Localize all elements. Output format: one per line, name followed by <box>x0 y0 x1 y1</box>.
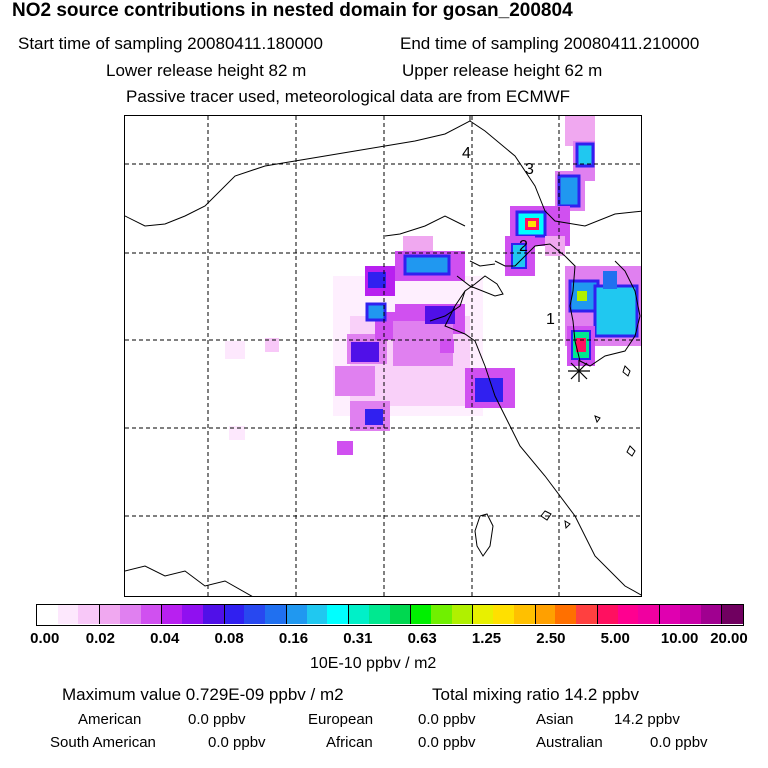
colorbar-swatch <box>348 605 371 624</box>
trajectory-label-2: 2 <box>519 238 528 255</box>
contribution-name: European <box>308 711 374 728</box>
colorbar-swatch <box>265 605 287 624</box>
map-gridlines <box>125 116 641 596</box>
colorbar-swatch <box>617 605 639 624</box>
map-panel: 4 3 2 1 <box>124 115 642 597</box>
colorbar-swatch <box>659 605 682 624</box>
colorbar-swatch <box>472 605 495 624</box>
upper-release-height-label: Upper release height 62 m <box>402 61 603 80</box>
colorbar-swatch <box>306 605 328 624</box>
colorbar-swatch <box>534 605 557 624</box>
total-mixing-ratio: Total mixing ratio 14.2 ppbv <box>432 685 639 704</box>
contribution-name: Asian <box>536 711 574 728</box>
colorbar-tick-label: 0.04 <box>150 630 180 647</box>
colorbar-swatch <box>99 605 122 624</box>
colorbar-swatch <box>202 605 225 624</box>
colorbar-swatch <box>140 605 162 624</box>
map-canvas: 4 3 2 1 <box>125 116 641 596</box>
colorbar-tick-label: 0.31 <box>343 630 373 647</box>
colorbar-swatch <box>37 605 59 624</box>
page-title: NO2 source contributions in nested domai… <box>12 0 573 21</box>
start-time-label: Start time of sampling 20080411.180000 <box>18 34 323 53</box>
contribution-name: Australian <box>536 734 603 751</box>
tracer-note: Passive tracer used, meteorological data… <box>126 87 571 106</box>
colorbar-swatch <box>119 605 142 624</box>
colorbar-swatch <box>285 605 309 624</box>
colorbar-swatch <box>700 605 722 624</box>
colorbar-swatch <box>451 605 473 624</box>
colorbar-units: 10E-10 ppbv / m2 <box>310 655 437 672</box>
colorbar-swatch <box>430 605 453 624</box>
colorbar-swatch <box>78 605 100 624</box>
colorbar-swatch <box>555 605 577 624</box>
colorbar-tick-label: 0.08 <box>214 630 244 647</box>
colorbar-swatch <box>389 605 411 624</box>
contribution-value: 0.0 ppbv <box>418 711 476 728</box>
maximum-value: Maximum value 0.729E-09 ppbv / m2 <box>62 685 344 704</box>
colorbar-tick-label: 0.02 <box>85 630 115 647</box>
colorbar-swatch <box>327 605 349 624</box>
colorbar-swatch <box>223 605 246 624</box>
receptor-star-icon <box>568 360 590 382</box>
end-time-label: End time of sampling 20080411.210000 <box>400 34 700 53</box>
contribution-value: 0.0 ppbv <box>188 711 246 728</box>
contribution-value: 14.2 ppbv <box>614 711 680 728</box>
colorbar-tick-label: 0.00 <box>30 630 60 647</box>
colorbar-tick-label: 0.63 <box>407 630 437 647</box>
colorbar-swatch <box>410 605 433 624</box>
colorbar <box>36 604 744 626</box>
colorbar-swatch <box>679 605 702 624</box>
trajectory-label-1: 1 <box>546 311 555 328</box>
colorbar-swatch <box>513 605 536 624</box>
colorbar-swatch <box>161 605 184 624</box>
colorbar-swatch <box>721 605 744 624</box>
contribution-value: 0.0 ppbv <box>208 734 266 751</box>
contribution-value: 0.0 ppbv <box>418 734 476 751</box>
colorbar-swatch <box>596 605 620 624</box>
colorbar-swatch <box>576 605 598 624</box>
colorbar-swatch <box>57 605 79 624</box>
colorbar-tick-label: 5.00 <box>600 630 630 647</box>
lower-release-height-label: Lower release height 82 m <box>106 61 307 80</box>
colorbar-tick-label: 10.00 <box>660 630 699 647</box>
colorbar-swatch <box>493 605 515 624</box>
colorbar-swatch <box>244 605 266 624</box>
trajectory-label-3: 3 <box>525 161 534 178</box>
colorbar-swatch <box>182 605 204 624</box>
coastlines <box>125 116 641 596</box>
contribution-name: South American <box>50 734 156 751</box>
colorbar-tick-label: 2.50 <box>536 630 566 647</box>
colorbar-swatch <box>368 605 390 624</box>
contribution-name: American <box>78 711 142 728</box>
contribution-value: 0.0 ppbv <box>650 734 708 751</box>
colorbar-tick-label: 0.16 <box>278 630 309 647</box>
colorbar-swatch <box>638 605 660 624</box>
tracer-plume <box>225 116 641 455</box>
colorbar-tick-label: 1.25 <box>471 630 502 647</box>
contribution-name: African <box>326 734 373 751</box>
trajectory-label-4: 4 <box>462 145 471 162</box>
colorbar-tick-label: 20.00 <box>710 630 748 647</box>
